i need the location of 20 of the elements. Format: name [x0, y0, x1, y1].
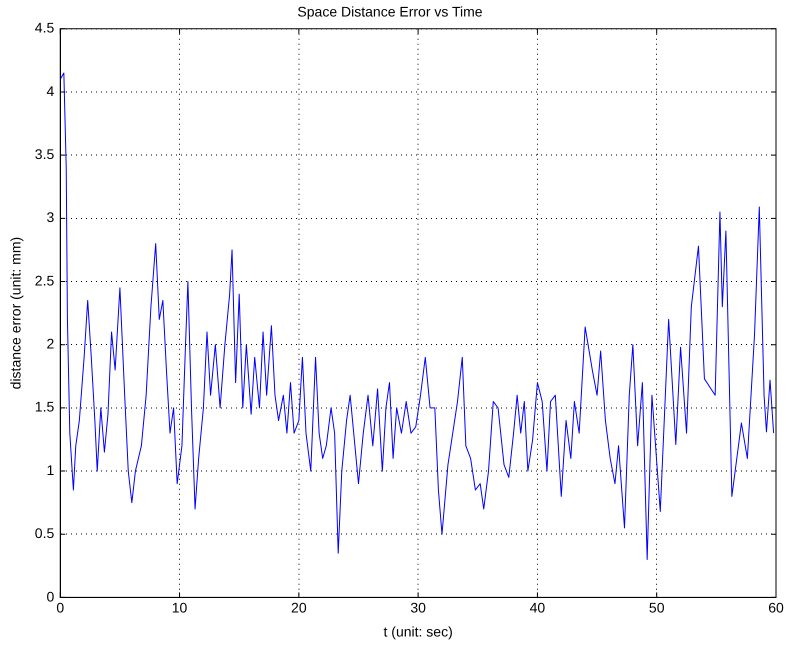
x-tick-label: 30	[410, 600, 426, 616]
x-tick-label: 20	[291, 600, 307, 616]
y-tick-label: 1	[46, 462, 54, 478]
y-tick-label: 2.5	[34, 272, 54, 288]
y-tick-label: 2	[46, 336, 54, 352]
x-tick-label: 40	[530, 600, 546, 616]
y-axis-title: distance error (unit: mm)	[7, 236, 24, 390]
x-axis-title: t (unit: sec)	[384, 623, 453, 640]
x-tick-label: 10	[172, 600, 188, 616]
y-tick-label: 0.5	[34, 525, 54, 542]
y-tick-label: 0	[46, 588, 54, 604]
x-tick-label: 60	[768, 600, 784, 616]
y-tick-label: 3.5	[34, 146, 54, 162]
y-tick-label: 1.5	[34, 398, 54, 415]
y-tick-label: 4	[46, 82, 54, 99]
y-tick-label: 4.5	[34, 20, 54, 36]
y-tick-label: 3	[46, 209, 54, 226]
x-tick-label: 0	[56, 600, 64, 616]
chart-title: Space Distance Error vs Time	[297, 3, 483, 20]
x-tick-label: 50	[648, 600, 665, 616]
